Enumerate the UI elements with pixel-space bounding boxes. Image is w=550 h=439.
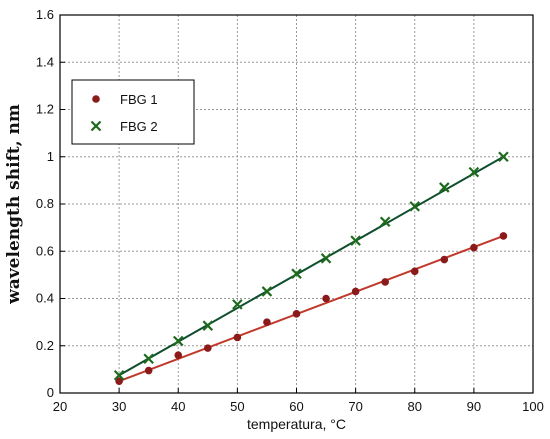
x-tick-label: 90	[467, 399, 481, 414]
fit-lines	[118, 155, 504, 383]
legend-marker-series-2-stroke	[90, 120, 102, 132]
data-point-series-2-stroke	[468, 166, 480, 178]
data-point-series-2-stroke	[232, 299, 243, 310]
x-axis-label: temperatura, °C	[247, 416, 346, 432]
data-point-series-1	[204, 344, 212, 352]
data-point-series-1	[115, 377, 123, 385]
data-point-series-2-stroke	[143, 353, 154, 365]
fit-line-series-2	[118, 155, 504, 377]
x-tick-label: 30	[112, 399, 126, 414]
legend-label-series-1: FBG 1	[120, 92, 158, 107]
x-tick-label: 40	[171, 399, 185, 414]
data-point-series-2-stroke	[202, 320, 214, 331]
data-point-series-1	[499, 232, 508, 240]
data-point-series-1	[174, 351, 183, 360]
y-tick-label: 0.6	[36, 243, 54, 258]
data-point-series-2-stroke	[261, 286, 273, 297]
legend: FBG 1 FBG 2	[71, 79, 195, 145]
data-point-series-2	[113, 370, 125, 381]
data-point-series-2-stroke	[291, 268, 302, 279]
data-point-series-1	[440, 255, 449, 264]
data-point-series-2	[172, 335, 184, 347]
data-points	[113, 151, 509, 385]
data-point-series-1	[144, 366, 153, 375]
legend-marker-series-1	[92, 95, 100, 103]
legend-marker-series-2	[90, 120, 102, 132]
y-tick-label: 0.2	[36, 338, 54, 353]
x-tick-label: 70	[348, 399, 362, 414]
grid	[60, 15, 533, 393]
y-tick-label: 0.4	[36, 291, 54, 306]
data-point-series-1	[410, 267, 419, 276]
data-point-series-2	[468, 166, 480, 178]
data-point-series-2	[202, 320, 214, 331]
y-tick-label: 0	[47, 385, 54, 400]
data-point-series-2	[261, 286, 273, 297]
data-point-series-2	[143, 353, 154, 365]
y-tick-label: 1.6	[36, 7, 54, 22]
data-point-series-1	[322, 294, 330, 303]
data-point-series-2-stroke	[409, 201, 421, 212]
legend-label-series-2: FBG 2	[120, 119, 158, 134]
y-tick-label: 1.2	[36, 102, 54, 117]
legend-box	[71, 79, 195, 145]
data-point-series-2-stroke	[172, 335, 184, 347]
data-point-series-1	[381, 278, 389, 286]
data-point-series-2	[291, 268, 302, 279]
data-point-series-2-stroke	[498, 151, 509, 163]
data-point-series-2	[409, 201, 421, 212]
data-point-series-2	[350, 235, 361, 246]
data-point-series-1	[233, 333, 242, 342]
data-point-series-1	[292, 310, 301, 318]
x-tick-label: 80	[408, 399, 422, 414]
x-tick-label: 20	[53, 399, 67, 414]
y-tick-label: 1.4	[36, 54, 54, 69]
x-tick-label: 60	[289, 399, 303, 414]
y-tick-label: 1	[47, 149, 54, 164]
data-point-series-2-stroke	[379, 216, 391, 227]
data-point-series-2	[379, 216, 391, 227]
data-point-series-1	[351, 287, 360, 296]
data-point-series-2	[439, 182, 450, 193]
data-point-series-1	[470, 243, 478, 252]
x-tick-label: 50	[230, 399, 244, 414]
y-axis-label: wavelength shift, nm	[4, 104, 24, 305]
y-tick-label: 0.8	[36, 196, 54, 211]
data-point-series-2	[320, 253, 332, 264]
x-tick-label: 100	[522, 399, 544, 414]
data-point-series-2	[498, 151, 509, 163]
data-point-series-2-stroke	[439, 182, 450, 193]
data-point-series-2-stroke	[320, 253, 332, 264]
data-point-series-2	[232, 299, 243, 310]
data-point-series-1	[263, 318, 271, 326]
axis-ticks: 20 30 40 50 60 70 80 90 100 0 0.2 0.4 0.6 0.8 1 1.2 1.4 1…	[36, 7, 544, 414]
data-point-series-2-stroke	[350, 235, 361, 246]
fit-line-series-1	[118, 234, 504, 383]
data-point-series-2-stroke	[113, 370, 125, 381]
